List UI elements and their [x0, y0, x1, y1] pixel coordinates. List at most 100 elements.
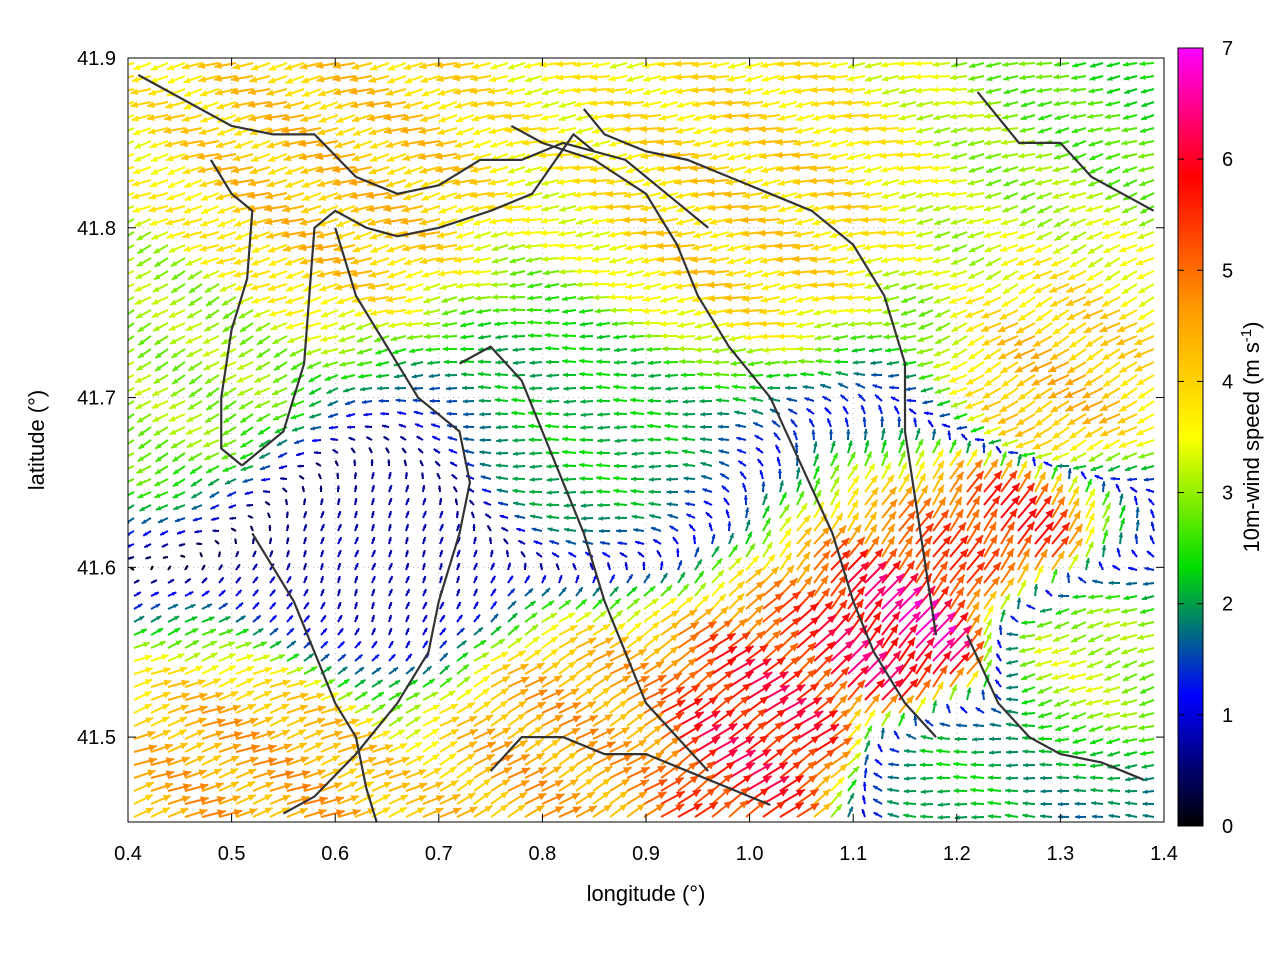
wind-arrow: [647, 411, 661, 416]
wind-arrow: [265, 502, 270, 505]
wind-arrow: [168, 641, 182, 648]
wind-arrow: [596, 385, 610, 390]
wind-arrow: [119, 349, 134, 357]
wind-arrow: [513, 438, 525, 443]
wind-arrow: [937, 775, 950, 780]
wind-arrow: [914, 178, 933, 184]
wind-arrow: [440, 767, 457, 778]
wind-arrow: [444, 359, 457, 364]
wind-arrow: [727, 167, 746, 173]
wind-arrow: [845, 282, 865, 288]
wind-arrow: [134, 642, 150, 648]
wind-arrow: [627, 599, 639, 609]
wind-arrow: [210, 505, 219, 509]
wind-arrow: [286, 550, 289, 557]
wind-arrow: [852, 348, 865, 353]
wind-arrow: [1033, 271, 1052, 279]
wind-arrow: [168, 604, 178, 609]
wind-arrow: [1006, 660, 1018, 664]
wind-arrow: [951, 128, 967, 134]
wind-arrow: [1104, 362, 1120, 374]
wind-arrow: [818, 371, 831, 376]
wind-arrow: [1027, 605, 1035, 609]
wind-arrow: [715, 384, 729, 389]
wind-arrow: [592, 62, 610, 68]
wind-arrow: [593, 663, 613, 674]
wind-arrow: [666, 477, 678, 482]
wind-arrow: [1038, 725, 1052, 730]
wind-arrow: [496, 451, 508, 456]
wind-arrow: [970, 775, 984, 780]
wind-arrow: [972, 737, 984, 742]
wind-arrow: [203, 336, 219, 343]
wind-arrow: [496, 425, 508, 430]
wind-arrow: [411, 361, 423, 366]
wind-arrow: [917, 206, 933, 212]
wind-arrow: [659, 206, 678, 212]
wind-arrow: [339, 336, 355, 342]
wind-arrow: [134, 717, 153, 726]
wind-arrow: [423, 284, 440, 291]
wind-arrow: [239, 310, 253, 318]
wind-arrow: [246, 504, 253, 507]
wind-arrow: [712, 570, 724, 583]
wind-arrow: [118, 128, 134, 135]
wind-arrow: [166, 219, 185, 226]
wind-arrow: [508, 805, 525, 817]
wind-arrow: [918, 336, 933, 342]
wind-arrow: [529, 347, 542, 352]
wind-arrow: [150, 141, 168, 148]
wind-arrow: [287, 667, 303, 674]
wind-arrow: [1121, 271, 1137, 280]
wind-arrow: [484, 502, 491, 505]
wind-arrow: [917, 219, 933, 225]
wind-arrow: [134, 154, 151, 161]
wind-arrow: [512, 424, 525, 429]
wind-arrow: [312, 439, 321, 443]
wind-arrow: [724, 294, 746, 301]
wind-arrow: [1086, 700, 1103, 706]
wind-arrow: [613, 335, 627, 340]
wind-arrow: [1073, 465, 1086, 470]
wind-arrow: [480, 462, 491, 466]
wind-arrow: [667, 490, 678, 494]
wind-arrow: [211, 517, 219, 520]
wind-arrow: [610, 804, 627, 817]
wind-arrow: [627, 792, 647, 804]
wind-arrow: [1086, 206, 1103, 212]
wind-arrow: [507, 563, 510, 570]
wind-arrow: [899, 625, 917, 648]
wind-arrow: [1102, 219, 1120, 226]
wind-arrow: [338, 642, 344, 648]
colorbar-label-main: 10m-wind speed (m s: [1239, 342, 1264, 552]
wind-arrow: [442, 334, 457, 339]
wind-arrow: [1122, 738, 1137, 743]
wind-arrow: [921, 802, 933, 807]
wind-arrow: [889, 386, 899, 390]
wind-arrow: [767, 386, 780, 391]
wind-arrow: [508, 576, 513, 583]
wind-arrow: [593, 599, 603, 609]
wind-arrow: [118, 271, 134, 278]
wind-arrow: [320, 498, 323, 505]
wind-arrow: [711, 534, 715, 544]
wind-arrow: [630, 398, 644, 403]
wind-arrow: [734, 410, 746, 415]
wind-arrow: [775, 230, 797, 237]
wind-arrow: [678, 572, 685, 583]
wind-arrow: [729, 545, 738, 557]
wind-arrow: [693, 141, 712, 147]
x-tick-label: 1.4: [1150, 843, 1178, 865]
wind-arrow: [463, 399, 474, 403]
wind-arrow: [988, 814, 1001, 819]
wind-arrow: [371, 511, 374, 518]
wind-arrow: [777, 457, 781, 466]
wind-arrow: [508, 664, 528, 674]
wind-arrow: [887, 800, 899, 805]
wind-arrow: [530, 514, 542, 519]
wind-arrow: [907, 399, 916, 403]
wind-arrow: [202, 641, 217, 648]
wind-arrow: [204, 427, 219, 434]
wind-arrow: [1130, 487, 1137, 492]
wind-arrow: [793, 60, 814, 67]
